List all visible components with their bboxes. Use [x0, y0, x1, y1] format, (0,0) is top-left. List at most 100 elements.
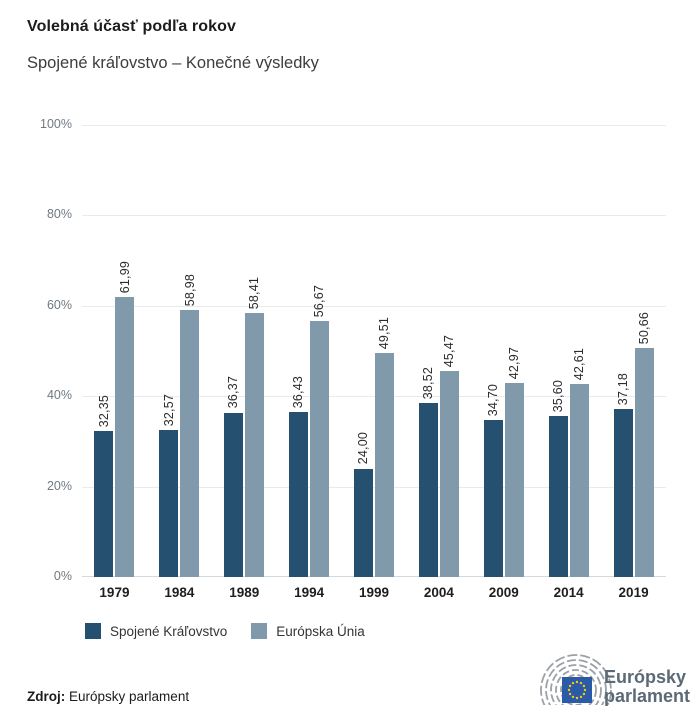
hemicycle-icon [540, 654, 612, 705]
bar-group-2004: 38,52 45,47 [406, 125, 471, 577]
bar-column: 38,52 [418, 125, 438, 577]
bar-column: 61,99 [115, 125, 135, 577]
gridline-100 [82, 125, 666, 126]
bar-column: 58,41 [245, 125, 265, 577]
bar-column: 45,47 [439, 125, 459, 577]
x-tick-label-2014: 2014 [553, 585, 584, 600]
bar-1994 [289, 412, 309, 577]
bar-value-label: 32,57 [161, 393, 176, 426]
y-tick-label: 60% [46, 297, 72, 312]
plot-area: 0% 20% 40% 60% 80% 100% 32,35 61,99 32,57 58,98 3… [0, 117, 700, 600]
bar-1979 [94, 430, 114, 577]
bar-2019 [634, 348, 654, 577]
bar-2009 [504, 382, 524, 577]
bar-value-label: 24,00 [356, 432, 371, 465]
bar-value-label: 36,43 [291, 376, 306, 409]
eu-flag-stars [567, 680, 587, 700]
bar-value-label: 32,35 [96, 394, 111, 427]
bar-2009 [483, 420, 503, 577]
y-tick-label: 40% [46, 388, 72, 403]
y-tick-label: 100% [40, 117, 72, 131]
bar-column: 35,60 [548, 125, 568, 577]
x-tick-label-2009: 2009 [488, 585, 519, 600]
gridline-40 [82, 396, 666, 398]
legend-swatch-icon [85, 623, 101, 639]
bar-value-label: 42,97 [507, 346, 522, 379]
bar-group-1979: 32,35 61,99 [82, 125, 147, 577]
bar-column: 34,70 [483, 125, 503, 577]
bar-2014 [569, 384, 589, 577]
bar-value-label: 45,47 [442, 335, 457, 368]
bar-column: 24,00 [354, 125, 373, 577]
bar-column: 42,97 [504, 125, 524, 577]
legend-label: Spojené Kráľovstvo [110, 623, 228, 639]
x-tick-label-1979: 1979 [99, 585, 130, 600]
y-tick-label: 0% [53, 569, 72, 583]
bar-column: 36,37 [224, 125, 244, 577]
legend-label: Európska Únia [276, 623, 365, 639]
legend-item: Spojené Kráľovstvo [85, 623, 227, 639]
bar-group-1989: 36,37 58,41 [212, 125, 277, 577]
chart-legend: Spojené Kráľovstvo Európska Únia [85, 623, 365, 639]
logo-text-line1: Európsky [604, 667, 686, 687]
source-label: Zdroj: [27, 689, 66, 704]
x-tick-label-1984: 1984 [164, 585, 195, 600]
gridline-0 [82, 576, 666, 577]
legend-item: Európska Únia [251, 623, 365, 639]
bar-column: 56,67 [310, 125, 330, 577]
page-title: Volebná účasť podľa rokov [27, 18, 236, 35]
source-note: Zdroj: Európsky parlament [27, 689, 189, 704]
european-parliament-logo: Európsky parlament [540, 654, 690, 706]
bar-1989 [224, 412, 244, 577]
bar-value-label: 49,51 [377, 316, 392, 350]
bar-column: 37,18 [613, 125, 633, 577]
x-tick-label-2019: 2019 [618, 585, 649, 600]
bar-group-2019: 37,18 50,66 [601, 125, 666, 577]
bar-value-label: 37,18 [615, 372, 630, 405]
bar-column: 32,35 [94, 125, 114, 577]
page-subtitle: Spojené kráľovstvo – Konečné výsledky [27, 54, 319, 72]
y-tick-label: 20% [46, 478, 72, 493]
bar-2004 [439, 371, 459, 577]
bar-value-label: 36,37 [226, 376, 241, 409]
bar-value-label: 61,99 [117, 260, 132, 293]
y-tick-label: 80% [46, 207, 72, 222]
bar-1989 [245, 313, 265, 577]
bar-value-label: 50,66 [636, 311, 651, 345]
bar-1984 [159, 429, 179, 577]
bar-value-label: 58,98 [182, 274, 197, 307]
bar-value-label: 58,41 [247, 276, 262, 309]
bar-group-1994: 36,43 56,67 [277, 125, 342, 577]
x-tick-label-1994: 1994 [294, 585, 325, 600]
bar-column: 58,98 [180, 125, 200, 577]
bar-1999 [375, 353, 394, 577]
bar-1979 [115, 296, 135, 577]
source-value: Európsky parlament [69, 689, 190, 704]
bar-column: 36,43 [289, 125, 309, 577]
gridline-60 [82, 305, 666, 307]
logo-text-line2: parlament [604, 686, 690, 706]
x-tick-label-1989: 1989 [229, 585, 260, 600]
bar-value-label: 34,70 [486, 383, 501, 417]
bar-column: 32,57 [159, 125, 179, 577]
bar-column: 50,66 [634, 125, 654, 577]
bars-container: 32,35 61,99 32,57 58,98 36,37 58,41 36,43 56,67… [82, 125, 666, 577]
legend-swatch-icon [251, 623, 268, 639]
bar-group-2009: 34,70 42,97 [471, 125, 536, 577]
bar-column: 42,61 [569, 125, 589, 577]
bar-1984 [180, 310, 200, 577]
bar-value-label: 38,52 [421, 366, 436, 399]
bar-value-label: 42,61 [571, 348, 586, 381]
bar-value-label: 56,67 [312, 284, 327, 317]
bar-value-label: 35,60 [550, 379, 565, 413]
bar-2004 [418, 402, 438, 577]
bar-1999 [354, 468, 373, 577]
bar-1994 [310, 320, 330, 577]
gridline-80 [82, 215, 666, 217]
bar-column: 49,51 [375, 125, 394, 577]
bar-2019 [613, 408, 633, 577]
bar-2014 [548, 416, 568, 577]
bar-group-1984: 32,57 58,98 [147, 125, 212, 577]
x-axis-labels: 1979 1984 1989 1994 1999 2004 2009 2014 2019 [82, 585, 666, 600]
